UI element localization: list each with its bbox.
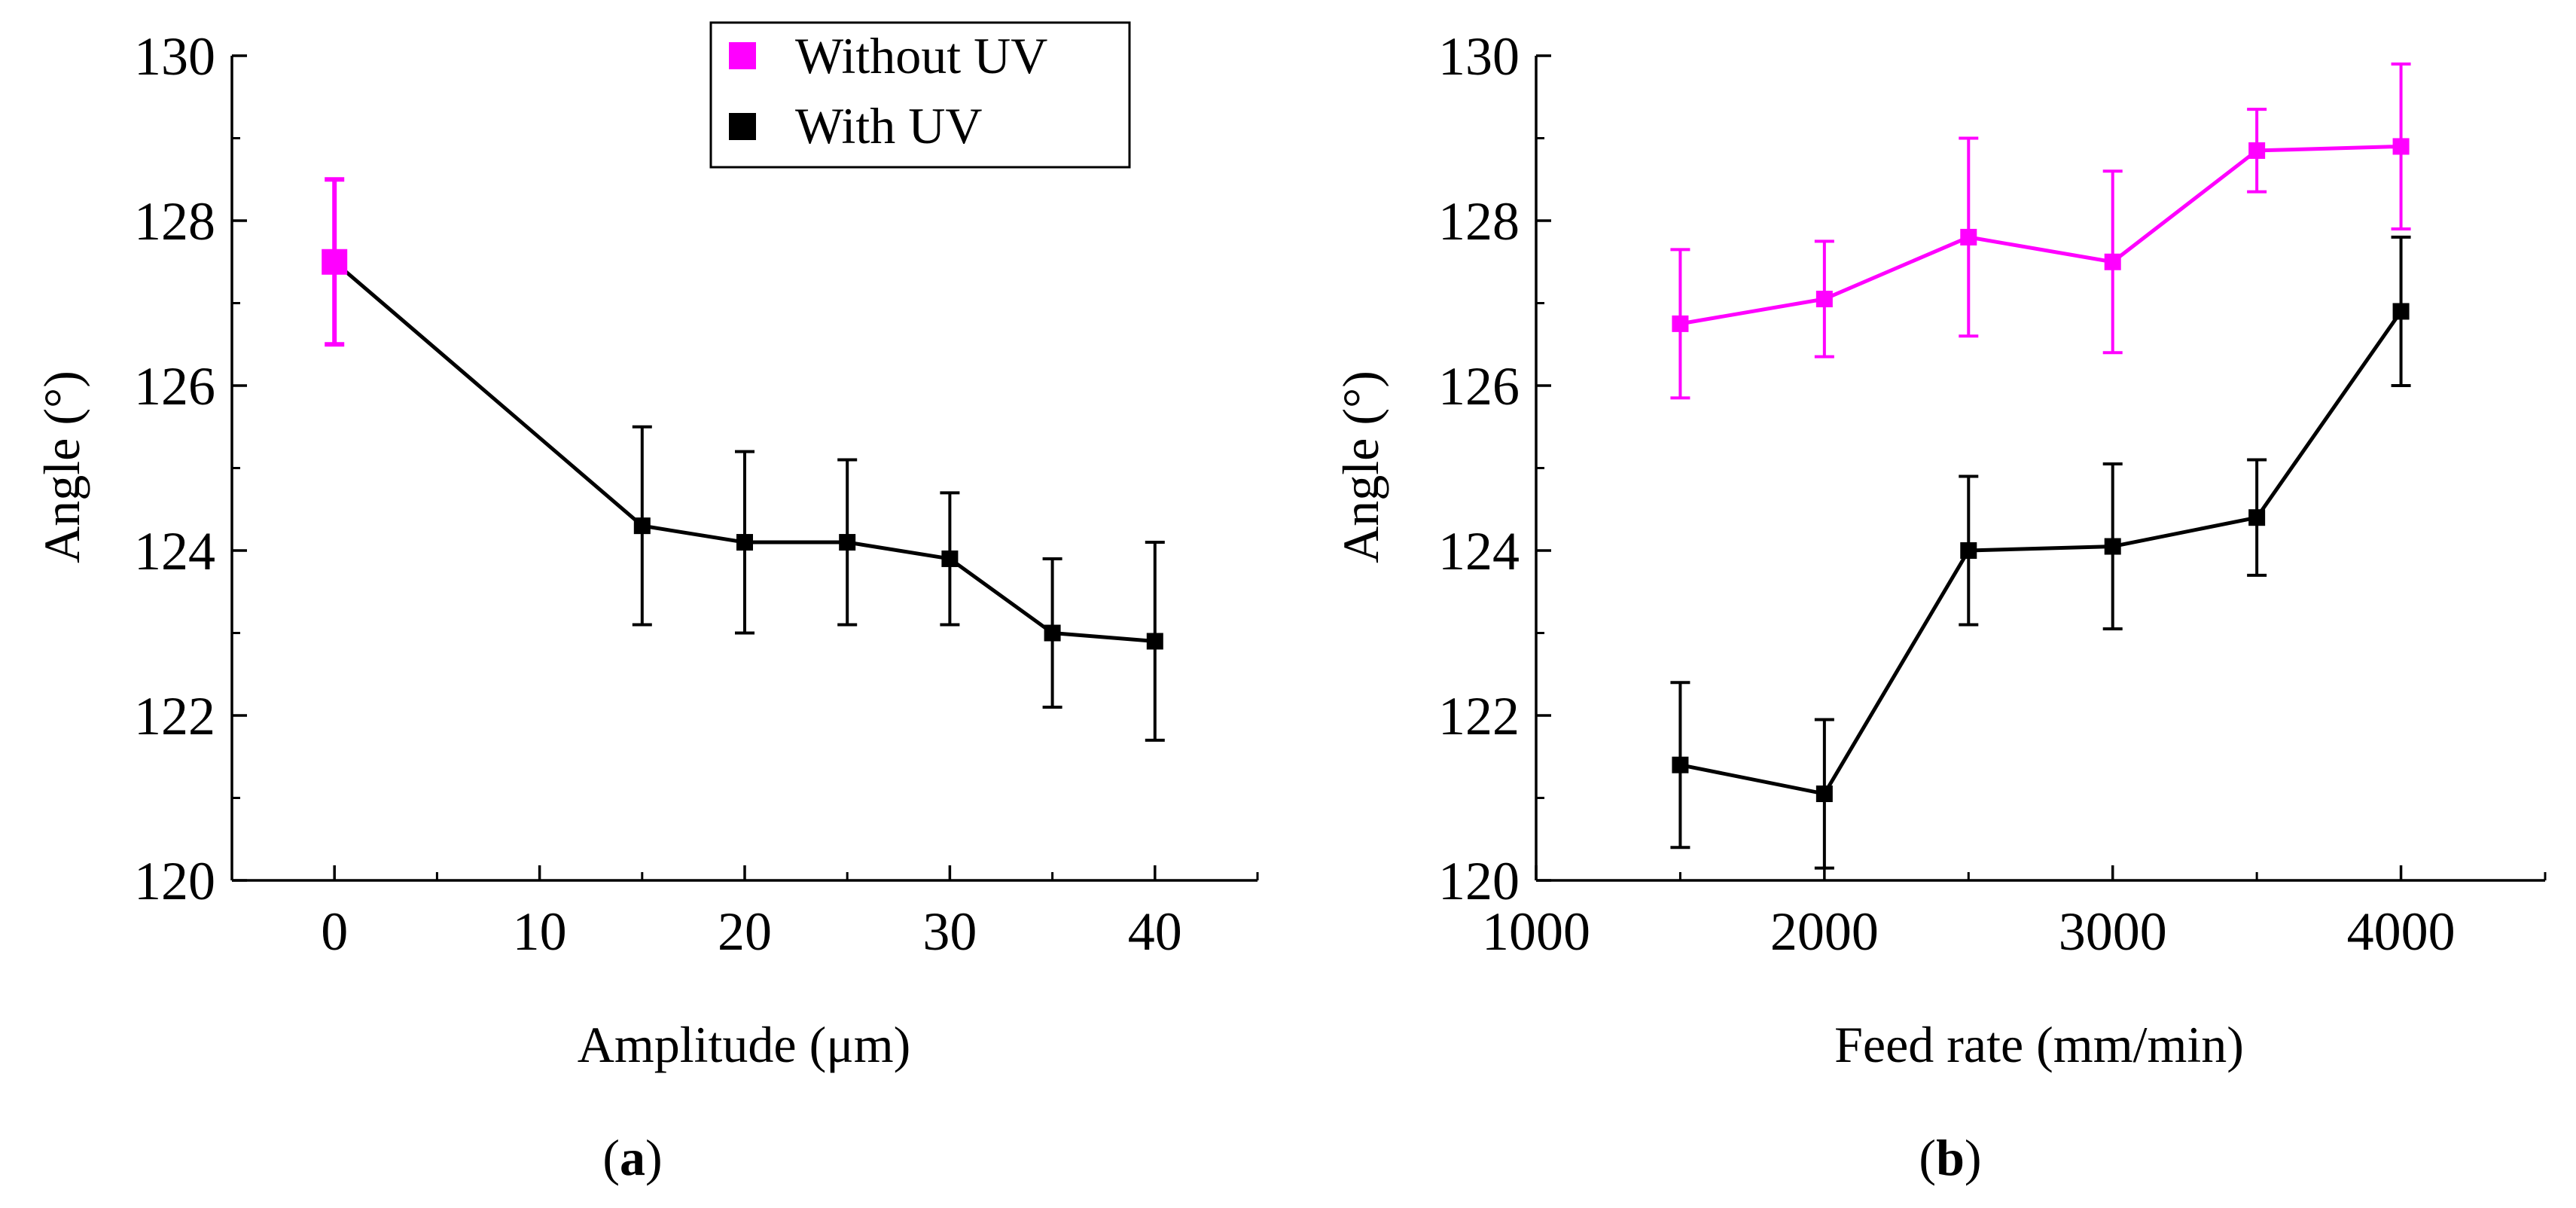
legend-swatch-with-uv bbox=[729, 113, 756, 140]
panel-b-point-with-uv bbox=[2104, 538, 2121, 555]
panel-a-label: (a) bbox=[602, 1129, 662, 1186]
panel-b-y-axis-title: Angle (°) bbox=[1332, 371, 1389, 563]
panel-b-point-with-uv bbox=[2392, 303, 2410, 320]
panel-b-x-axis-title: Feed rate (mm/min) bbox=[1834, 1016, 2244, 1073]
panel-b-x-ticks: 1000 2000 3000 4000 bbox=[1482, 865, 2547, 962]
panel-b-line-without-uv bbox=[1680, 144, 2401, 326]
panel-b-x-tick-label: 1000 bbox=[1482, 901, 1590, 962]
panel-a-letter: a bbox=[620, 1129, 645, 1186]
panel-a-x-tick-label: 20 bbox=[718, 901, 772, 962]
panel-a-x-axis-title: Amplitude (μm) bbox=[578, 1016, 911, 1073]
panel-b-point-without-uv bbox=[2248, 142, 2266, 159]
panel-b-letter: b bbox=[1936, 1129, 1965, 1186]
panel-a-y-tick-label: 120 bbox=[134, 851, 215, 911]
panel-a-y-axis-title: Angle (°) bbox=[33, 371, 90, 563]
panel-a-point-with-uv bbox=[736, 534, 753, 551]
panel-a-y-tick-label: 128 bbox=[134, 191, 215, 252]
panel-a-point-with-uv bbox=[839, 534, 856, 551]
panel-b-point-with-uv bbox=[1672, 756, 1689, 773]
panel-a-x-tick-label: 40 bbox=[1128, 901, 1182, 962]
legend: Without UV With UV bbox=[709, 21, 1131, 169]
panel-b-y-tick-label: 124 bbox=[1438, 521, 1520, 581]
panel-b-point-with-uv bbox=[1815, 786, 1833, 803]
panel-a-y-ticks: 120 122 124 126 128 130 bbox=[134, 26, 247, 911]
panel-b-point-without-uv bbox=[2392, 138, 2410, 155]
panel-a-y-tick-label: 130 bbox=[134, 26, 215, 87]
legend-swatch-without-uv bbox=[729, 42, 756, 69]
panel-b-y-tick-label: 126 bbox=[1438, 356, 1520, 416]
legend-box bbox=[709, 21, 1131, 169]
panel-b-label: (b) bbox=[1919, 1129, 1981, 1186]
legend-label-with-uv: With UV bbox=[795, 97, 982, 154]
chart-panel-b: 1000 2000 3000 4000 120 122 124 126 128 130 Feed… bbox=[1332, 26, 2547, 1186]
panel-b-point-with-uv bbox=[1960, 542, 1977, 559]
panel-b-y-tick-label: 122 bbox=[1438, 686, 1520, 746]
panel-a-x-tick-label: 0 bbox=[321, 901, 348, 962]
panel-a-y-tick-label: 122 bbox=[134, 686, 215, 746]
panel-a-series bbox=[322, 177, 1165, 742]
panel-a-y-tick-label: 124 bbox=[134, 521, 215, 581]
panel-b-x-tick-label: 3000 bbox=[2059, 901, 2167, 962]
panel-a-y-tick-label: 126 bbox=[134, 356, 215, 416]
panel-b-x-tick-label: 4000 bbox=[2347, 901, 2456, 962]
panel-a-x-tick-label: 10 bbox=[513, 901, 567, 962]
panel-a-x-tick-label: 30 bbox=[922, 901, 977, 962]
panel-b-point-without-uv bbox=[1960, 228, 1977, 246]
panel-b-series bbox=[1670, 62, 2411, 870]
panel-b-point-without-uv bbox=[1672, 315, 1689, 332]
legend-label-without-uv: Without UV bbox=[795, 27, 1047, 84]
panel-b-y-tick-label: 130 bbox=[1438, 26, 1520, 87]
panel-a-x-ticks: 0 10 20 30 40 bbox=[230, 865, 1259, 962]
chart-panel-a: 0 10 20 30 40 120 122 124 126 128 130 Amplitude (… bbox=[33, 26, 1259, 1186]
panel-a-point-with-uv bbox=[941, 550, 959, 567]
panel-a-point-with-uv bbox=[1044, 624, 1061, 642]
panel-b-y-ticks: 120 122 124 126 128 130 bbox=[1438, 26, 1551, 911]
panel-b-line-with-uv bbox=[1679, 310, 2403, 796]
panel-b-y-tick-label: 120 bbox=[1438, 851, 1520, 911]
panel-b-point-without-uv bbox=[2104, 253, 2121, 270]
panel-b-y-tick-label: 128 bbox=[1438, 191, 1520, 252]
panel-b-x-tick-label: 2000 bbox=[1770, 901, 1879, 962]
panel-a-point-with-uv bbox=[633, 517, 651, 535]
panel-a-point-with-uv bbox=[1146, 633, 1163, 650]
panel-b-point-with-uv bbox=[2248, 509, 2266, 526]
panel-a-point-without-uv bbox=[322, 249, 348, 275]
panel-b-point-without-uv bbox=[1815, 291, 1833, 308]
